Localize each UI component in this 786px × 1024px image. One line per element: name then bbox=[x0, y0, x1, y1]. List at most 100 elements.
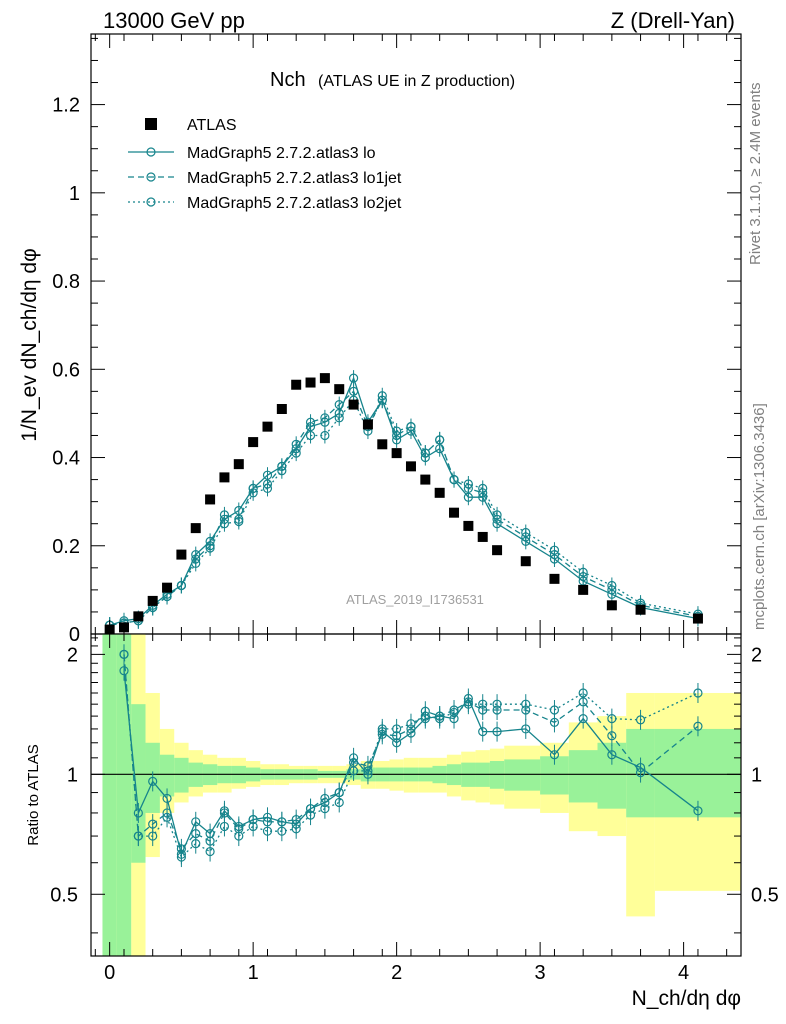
ratio-y-tick-label-right: 2 bbox=[751, 644, 762, 666]
ratio-plot-panel: 0.5 0.5 1 1 2 2 0 1 2 3 4 Ratio to ATLAS N_ch/dη d… bbox=[25, 633, 779, 1010]
legend-entry: MadGraph5 2.7.2.atlas3 lo1jet bbox=[187, 170, 402, 187]
atlas-data-point bbox=[692, 613, 703, 624]
ratio-y-tick-label: 0.5 bbox=[50, 884, 78, 906]
mc-line-solid bbox=[109, 376, 699, 626]
mc-point-dotted bbox=[435, 435, 445, 445]
mc-point-dotted bbox=[219, 519, 230, 529]
atlas-data-point bbox=[492, 545, 503, 556]
atlas-data-point bbox=[248, 437, 259, 448]
atlas-data-point bbox=[449, 507, 460, 518]
mc-point-dotted bbox=[578, 567, 588, 577]
ratio-point-dotted bbox=[549, 705, 560, 715]
ratio-point-dotted bbox=[277, 826, 287, 836]
ratio-point-dotted bbox=[363, 766, 373, 776]
y-tick-label: 0.4 bbox=[52, 448, 80, 470]
mc-point-dotted bbox=[420, 448, 430, 458]
ratio-point-dotted bbox=[377, 724, 387, 734]
ratio-point-dotted bbox=[291, 824, 301, 834]
mc-point-dotted bbox=[377, 391, 387, 401]
ratio-point-dotted bbox=[420, 711, 430, 721]
mc-point-dotted bbox=[277, 466, 287, 476]
x-tick-label: 3 bbox=[535, 962, 546, 984]
ratio-point-dotted bbox=[162, 812, 172, 822]
legend-entry: MadGraph5 2.7.2.atlas3 lo2jet bbox=[187, 195, 402, 212]
y-tick-label: 1.2 bbox=[52, 95, 80, 117]
uncertainty-band-inner bbox=[159, 754, 175, 797]
ratio-point-dashed bbox=[635, 768, 646, 778]
header-right: Z (Drell-Yan) bbox=[611, 8, 735, 33]
mcplots-label: mcplots.cern.ch [arXiv:1306.3436] bbox=[751, 403, 768, 630]
y-axis-label-top: 1/N_ev dN_ch/dη dφ bbox=[18, 248, 41, 441]
ratio-point-dotted bbox=[248, 821, 258, 832]
x-axis-label: N_ch/dη dφ bbox=[632, 987, 741, 1010]
uncertainty-band-inner bbox=[504, 759, 541, 791]
atlas-data-point bbox=[477, 531, 488, 542]
ratio-point-dotted bbox=[234, 831, 244, 841]
plot-title: Nch bbox=[270, 69, 306, 91]
y-axis-label-ratio: Ratio to ATLAS bbox=[25, 744, 42, 845]
ratio-point-solid bbox=[521, 724, 531, 734]
uncertainty-band-inner bbox=[116, 634, 132, 956]
mc-point-dotted bbox=[449, 474, 459, 485]
atlas-data-point bbox=[362, 419, 373, 430]
ratio-point-dashed bbox=[607, 731, 617, 741]
atlas-data-point bbox=[262, 421, 273, 432]
ratio-point-solid bbox=[492, 727, 502, 737]
atlas-data-point bbox=[405, 461, 416, 472]
atlas-data-point bbox=[420, 474, 431, 485]
ratio-point-dotted bbox=[219, 821, 230, 832]
mc-line-dashed bbox=[109, 390, 699, 626]
atlas-data-point bbox=[578, 584, 589, 595]
ratio-y-tick-label: 1 bbox=[67, 764, 78, 786]
ratio-point-dotted bbox=[262, 826, 273, 836]
ratio-point-dotted bbox=[578, 688, 588, 698]
ratio-plot-frame bbox=[90, 633, 742, 957]
ratio-y-tick-label: 2 bbox=[67, 644, 78, 666]
plot-subtitle: (ATLAS UE in Z production) bbox=[318, 73, 515, 90]
ratio-point-dotted bbox=[133, 831, 143, 841]
ratio-point-solid bbox=[133, 808, 143, 818]
legend-marker-dashed bbox=[146, 172, 156, 182]
atlas-data-point bbox=[205, 494, 216, 505]
ratio-point-dotted bbox=[435, 713, 445, 724]
ratio-point-dotted bbox=[693, 688, 703, 698]
ratio-point-solid bbox=[119, 666, 129, 676]
ratio-point-dotted bbox=[119, 649, 129, 659]
x-tick-label: 1 bbox=[248, 962, 259, 984]
atlas-data-point bbox=[520, 556, 531, 567]
atlas-data-point bbox=[305, 377, 316, 388]
mc-point-dotted bbox=[205, 543, 215, 553]
legend-marker-atlas bbox=[145, 118, 157, 130]
mc-point-dotted bbox=[392, 426, 402, 436]
ratio-point-solid bbox=[549, 750, 560, 760]
ratio-point-solid bbox=[148, 776, 158, 786]
x-tick-label: 2 bbox=[391, 962, 402, 984]
legend-marker-dotted bbox=[146, 197, 156, 207]
ratio-point-dotted bbox=[148, 831, 158, 841]
atlas-data-point bbox=[635, 604, 646, 615]
atlas-data-point bbox=[377, 439, 388, 450]
uncertainty-band-inner bbox=[568, 750, 598, 803]
y-tick-label: 1 bbox=[69, 183, 80, 205]
ratio-plot-data bbox=[91, 634, 741, 956]
y-tick-label: 0.8 bbox=[52, 271, 80, 293]
ratio-y-tick-label-right: 1 bbox=[751, 764, 762, 786]
y-tick-label: 0.2 bbox=[52, 536, 80, 558]
atlas-data-point bbox=[348, 399, 359, 410]
mc-point-dotted bbox=[176, 580, 186, 591]
atlas-data-point bbox=[147, 595, 158, 606]
y-tick-label: 0.6 bbox=[52, 359, 80, 381]
ratio-line-dotted bbox=[123, 654, 699, 859]
ratio-point-solid bbox=[478, 727, 488, 737]
atlas-data-point bbox=[162, 582, 173, 593]
uncertainty-band-inner bbox=[131, 704, 146, 863]
mc-point-dotted bbox=[191, 558, 201, 569]
mc-point-dashed bbox=[320, 413, 330, 423]
mc-point-dotted bbox=[248, 488, 258, 498]
mc-point-dotted bbox=[492, 510, 502, 520]
mc-point-dotted bbox=[234, 516, 244, 527]
ratio-point-dotted bbox=[334, 797, 344, 808]
ratio-point-solid bbox=[162, 793, 172, 804]
atlas-data-point bbox=[434, 487, 445, 498]
